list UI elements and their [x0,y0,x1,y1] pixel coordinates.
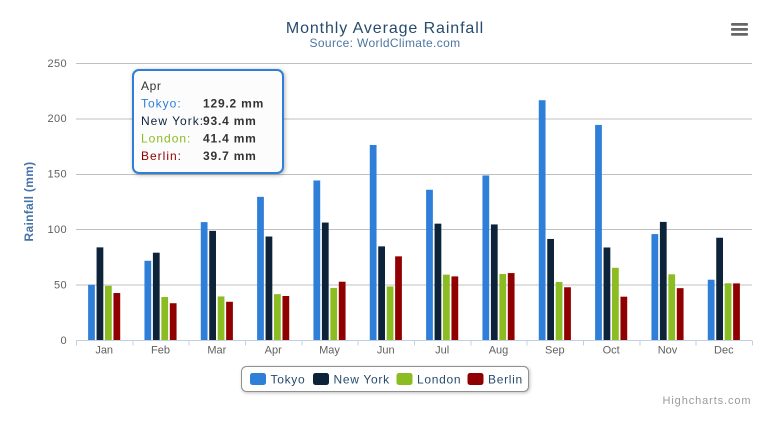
svg-text:Berlin:: Berlin: [141,149,182,163]
svg-text:Source: WorldClimate.com: Source: WorldClimate.com [310,36,461,50]
svg-text:Tokyo:: Tokyo: [141,97,182,111]
svg-text:Jun: Jun [377,345,395,357]
svg-text:129.2 mm: 129.2 mm [203,97,264,111]
svg-text:London:: London: [141,132,191,146]
svg-text:Jan: Jan [95,345,113,357]
svg-text:Nov: Nov [658,345,678,357]
svg-text:93.4 mm: 93.4 mm [203,114,257,128]
svg-text:Mar: Mar [207,345,226,357]
svg-text:New York:: New York: [141,114,204,128]
svg-text:250: 250 [47,58,67,70]
svg-text:Monthly Average Rainfall: Monthly Average Rainfall [286,20,484,37]
svg-text:Apr: Apr [141,79,161,93]
svg-text:Feb: Feb [151,345,170,357]
svg-text:50: 50 [54,279,67,291]
svg-text:Tokyo: Tokyo [271,373,306,387]
svg-text:New York: New York [334,373,391,387]
svg-text:0: 0 [60,335,67,347]
svg-text:Jul: Jul [435,345,449,357]
svg-text:May: May [319,345,340,357]
svg-text:100: 100 [47,224,67,236]
svg-text:41.4 mm: 41.4 mm [203,132,257,146]
svg-text:Apr: Apr [265,345,282,357]
svg-text:Aug: Aug [489,345,509,357]
svg-text:Rainfall (mm): Rainfall (mm) [22,162,36,242]
svg-text:39.7 mm: 39.7 mm [203,149,257,163]
svg-text:Sep: Sep [545,345,565,357]
svg-text:Highcharts.com: Highcharts.com [662,395,751,407]
svg-text:Dec: Dec [714,345,734,357]
svg-text:London: London [417,373,461,387]
svg-text:Berlin: Berlin [488,373,523,387]
svg-text:Oct: Oct [603,345,620,357]
svg-text:150: 150 [47,169,67,181]
svg-text:200: 200 [47,113,67,125]
